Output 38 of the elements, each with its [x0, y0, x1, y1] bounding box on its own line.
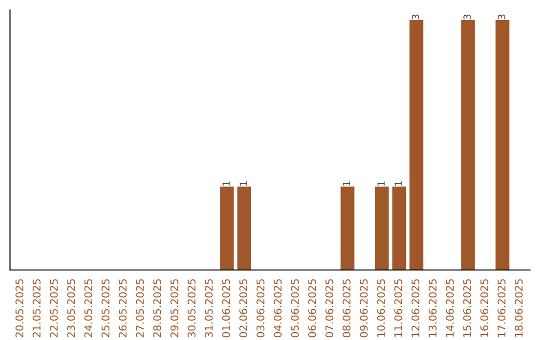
x-tick-label: 05.06.2025	[290, 279, 299, 338]
x-tick-label: 07.06.2025	[325, 279, 334, 338]
data-label: 3	[412, 14, 420, 20]
x-tick-label: 06.06.2025	[308, 279, 316, 338]
x-tick-label: 12.06.2025	[412, 279, 420, 337]
x-tick-label: 01.06.2025	[222, 279, 230, 338]
data-label: 1	[222, 181, 230, 186]
x-tick-label: 09.06.2025	[360, 279, 368, 338]
x-tick-label: 20.05.2025	[15, 279, 24, 338]
x-tick-label: 24.05.2025	[84, 279, 92, 338]
x-tick-label: 18.06.2025	[514, 279, 523, 337]
x-tick-label: 14.06.2025	[446, 279, 454, 337]
x-tick-label: 22.05.2025	[50, 279, 58, 338]
x-tick-label: 02.06.2025	[239, 279, 248, 338]
data-label: 1	[394, 181, 402, 186]
x-tick-label: 10.06.2025	[377, 279, 385, 337]
x-tick-label: 30.05.2025	[188, 279, 196, 338]
x-tick-label: 23.05.2025	[67, 279, 76, 338]
x-tick-label: 26.05.2025	[118, 279, 127, 338]
x-tick-label: 17.06.2025	[498, 279, 506, 337]
x-tick-label: 27.05.2025	[136, 279, 144, 338]
data-label: 3	[498, 14, 506, 20]
data-label: 1	[240, 181, 247, 186]
x-tick-label: 21.05.2025	[32, 279, 41, 338]
x-tick-label: 08.06.2025	[342, 279, 351, 338]
x-tick-label: 28.05.2025	[153, 279, 162, 338]
x-tick-label: 15.06.2025	[463, 279, 472, 337]
x-tick-label: 29.05.2025	[170, 279, 178, 338]
x-tick-label: 11.06.2025	[394, 279, 402, 337]
data-label: 1	[343, 181, 350, 186]
x-tick-label: 31.05.2025	[204, 279, 213, 338]
data-label: 1	[378, 181, 385, 186]
x-tick-label: 03.06.2025	[256, 279, 264, 338]
x-tick-label: 04.06.2025	[274, 279, 282, 338]
data-label: 3	[463, 14, 471, 20]
x-tick-label: 13.06.2025	[428, 279, 437, 337]
x-tick-label: 25.05.2025	[102, 279, 110, 338]
x-tick-label: 16.06.2025	[480, 279, 488, 337]
